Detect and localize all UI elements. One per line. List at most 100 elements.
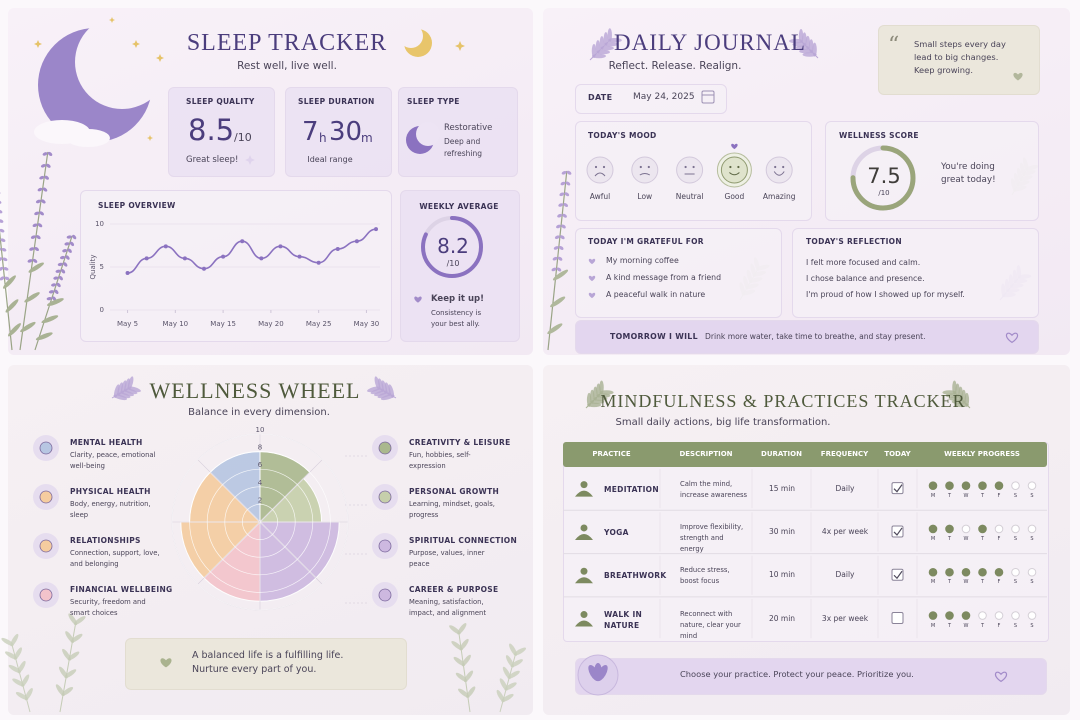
legend-icon [39, 588, 53, 602]
moon [38, 28, 152, 142]
leaf [55, 684, 65, 697]
leaf [15, 691, 29, 700]
column-header: DURATION [761, 450, 802, 458]
heart-icon [414, 296, 422, 303]
duration-card [285, 87, 392, 177]
bud [56, 282, 61, 288]
spoke [259, 459, 323, 523]
bud [57, 262, 63, 267]
mood-face [676, 156, 704, 184]
mood-label: Amazing [762, 192, 796, 201]
practice-icon [580, 481, 588, 489]
progress-dot [978, 611, 987, 620]
leaf [373, 390, 388, 397]
mood-face [765, 156, 793, 184]
day-letter: S [1030, 579, 1034, 586]
bud [62, 249, 68, 253]
practice-icon [580, 611, 588, 619]
description: Calm the mind, increase awareness [680, 479, 748, 499]
bud [55, 269, 61, 273]
bud [37, 187, 43, 192]
chart-title: SLEEP OVERVIEW [98, 201, 176, 210]
bud [0, 200, 2, 204]
eye [737, 165, 740, 169]
day-letter: M [930, 535, 936, 542]
y-tick-label: 10 [95, 220, 104, 228]
legend-title: FINANCIAL WELLBEING [70, 585, 173, 594]
star [34, 40, 42, 48]
note: You're doing great today! [941, 162, 996, 185]
eye [782, 165, 785, 169]
mouth [773, 171, 785, 176]
progress-dot [1027, 567, 1037, 577]
progress-dot [978, 567, 987, 577]
point [221, 254, 226, 259]
progress-dot [1027, 481, 1037, 490]
unit: h [319, 131, 327, 145]
leaf [367, 386, 381, 393]
bud [52, 296, 57, 301]
star [147, 135, 153, 141]
grid-ring [224, 486, 296, 558]
tomorrow-bar [575, 320, 1039, 354]
progress-dot [945, 481, 954, 490]
quote: Small steps every day lead to big change… [914, 39, 1006, 75]
bud [558, 245, 564, 250]
leaf [603, 32, 609, 47]
duration: 30 min [768, 526, 796, 536]
progress-dot [945, 524, 954, 534]
value: 7 [302, 117, 319, 147]
mood-label: Low [637, 192, 653, 201]
bud [42, 152, 48, 156]
bud [69, 241, 75, 247]
leaf [607, 28, 612, 43]
day-letter: S [1013, 579, 1018, 586]
reflection-item: I chose balance and presence. [806, 274, 925, 283]
note: Deep and refreshing [444, 137, 482, 158]
leaf [120, 380, 127, 394]
mouth [639, 173, 651, 176]
r-tick-label: 2 [258, 496, 262, 504]
bud [39, 211, 44, 216]
leaf [455, 672, 468, 682]
heart-icon [1013, 72, 1023, 81]
progress-dot [1027, 524, 1037, 534]
progress-dot [978, 481, 987, 490]
point [202, 266, 206, 271]
leaf [451, 641, 463, 651]
stem [59, 623, 77, 713]
leaf [8, 323, 21, 337]
leaf [113, 384, 120, 398]
value: 8.2 [437, 234, 469, 258]
progress-dot [978, 524, 987, 534]
tracker-footer [575, 658, 1047, 695]
title: SLEEP TRACKER [186, 30, 388, 56]
column-header: TODAY [884, 450, 911, 458]
progress-dot [1011, 524, 1020, 534]
leaf [127, 376, 134, 390]
bud [552, 256, 558, 261]
bud [566, 170, 572, 175]
column-header: PRACTICE [592, 450, 631, 458]
bud [563, 202, 569, 208]
bud [32, 223, 38, 228]
bud [2, 257, 8, 262]
bud [554, 235, 560, 240]
cloud [66, 129, 110, 147]
bud [564, 192, 570, 197]
bud [560, 181, 566, 186]
leaf [1, 637, 14, 646]
leaf [35, 332, 53, 341]
day-letter: S [1030, 492, 1034, 499]
spoke [197, 521, 261, 585]
wheel-quote-card [125, 638, 407, 690]
wheel-segment [259, 520, 317, 602]
star [156, 54, 164, 62]
legend-description: Meaning, satisfaction, impact, and align… [409, 598, 486, 617]
frequency: 3x per week [821, 613, 869, 623]
unit: /10 [446, 259, 460, 268]
stem [0, 230, 13, 351]
note: Great sleep! [186, 155, 239, 165]
bud [558, 203, 564, 207]
legend-icon [39, 441, 53, 455]
